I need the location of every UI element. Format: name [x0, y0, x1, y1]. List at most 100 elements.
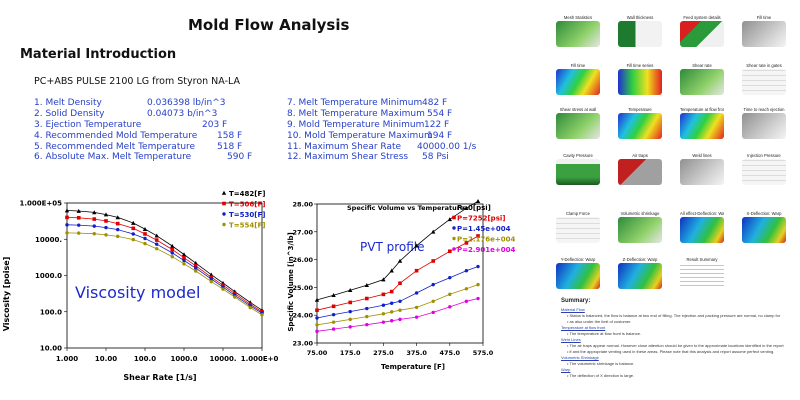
thumbnail-image — [556, 113, 600, 139]
report-thumbnail: Shear rate in gates — [742, 62, 786, 95]
summary-heading[interactable]: Material Flow — [561, 307, 585, 312]
data-point — [448, 249, 452, 254]
thumbnail-caption: Clamp Force — [566, 211, 590, 216]
property-label: 2. Solid Density — [34, 108, 105, 119]
data-point — [431, 229, 436, 234]
legend-label: P=0[psi] — [457, 204, 491, 212]
data-point — [131, 237, 135, 242]
report-thumbnail: Z-Deflection: Warp — [618, 256, 662, 289]
series-line — [316, 266, 479, 319]
data-point — [222, 201, 226, 206]
data-point — [260, 313, 264, 317]
data-point — [365, 322, 369, 327]
data-point — [65, 215, 69, 220]
property-value: 0.04073 b/in^3 — [147, 108, 218, 119]
summary-heading[interactable]: Weld Lines — [561, 337, 581, 342]
x-axis-label: Temperature [F] — [381, 363, 445, 371]
property-row: 1. Melt Density 0.036398 lb/in^3 — [34, 98, 284, 109]
data-point — [232, 291, 237, 296]
data-point — [348, 309, 352, 314]
summary-text: Material Flow • Status is balanced, the f… — [561, 307, 796, 379]
data-point — [170, 251, 174, 255]
report-thumbnail-panel: Mesh Statistics Wall thickness Feed system… — [548, 0, 800, 400]
data-point — [103, 212, 109, 217]
data-point — [182, 258, 186, 263]
report-thumbnail: Air traps — [618, 152, 662, 185]
y-tick-label: 1.000E+05 — [19, 200, 62, 208]
report-thumbnail: Result Summary — [680, 256, 724, 289]
data-point — [365, 296, 369, 301]
y-tick-label: 23.00 — [292, 340, 313, 348]
property-label: 12. Maximum Shear Stress — [287, 152, 409, 163]
summary-item: • The volumetric shrinkage is balance. — [567, 361, 635, 366]
property-label: 8. Melt Temperature Maximum — [287, 108, 425, 119]
report-thumbnail: Temperature at flow front — [680, 106, 724, 139]
thumbnail-image — [556, 21, 600, 47]
summary-heading[interactable]: Warp — [561, 367, 571, 372]
report-thumbnail: Fill time — [556, 62, 600, 95]
report-thumbnail: Fill time series — [618, 62, 662, 95]
data-point — [222, 222, 226, 227]
data-point — [475, 199, 481, 204]
chart-annotation: PVT profile — [360, 240, 425, 254]
property-label: 7. Melt Temperature Minimum — [287, 98, 423, 108]
thumbnail-caption: Z-Deflection: Warp — [622, 257, 658, 262]
data-point — [398, 308, 402, 312]
x-tick-label: 1.000E+05 — [241, 355, 278, 363]
data-point — [221, 190, 227, 195]
data-point — [155, 246, 159, 251]
thumbnail-caption: Time to reach ejection — [743, 107, 785, 112]
legend-label: P=1.45e+004 — [457, 225, 511, 233]
data-point — [209, 279, 213, 284]
thumbnail-caption: Feed system details — [683, 15, 721, 20]
data-point — [331, 304, 336, 309]
data-point — [116, 234, 120, 239]
thumbnail-caption: Wall thickness — [626, 15, 654, 20]
property-row: 3. Ejection Temperature 203 F — [34, 120, 284, 131]
data-point — [414, 305, 419, 310]
data-point — [76, 208, 81, 213]
data-point — [348, 317, 352, 322]
data-point — [452, 247, 456, 251]
legend-label: T=530[F] — [229, 211, 265, 219]
data-point — [364, 282, 369, 287]
thumbnail-caption: Fill time series — [626, 63, 654, 68]
thumbnail-image — [618, 263, 662, 289]
data-point — [115, 221, 120, 226]
properties-left: 1. Melt Density 0.036398 lb/in^3 2. Solid… — [34, 98, 284, 163]
data-point — [92, 224, 96, 228]
data-point — [390, 310, 394, 314]
series-line — [66, 210, 263, 311]
property-value: 482 F — [422, 98, 448, 108]
report-thumbnail: Clamp Force — [556, 210, 600, 243]
summary-heading[interactable]: Volumetric Shrinkage — [561, 355, 599, 360]
y-tick-label: 100.0 — [40, 308, 62, 316]
y-axis-label: Viscosity [poise] — [2, 257, 11, 332]
x-tick-label: 75.00 — [307, 349, 328, 357]
data-point — [209, 277, 213, 281]
viscosity-chart: Viscosity model Shear Rate [1/s] Viscosi… — [2, 190, 278, 382]
data-point — [348, 300, 352, 305]
data-point — [452, 215, 456, 220]
report-thumbnail: Volumetric shrinkage — [618, 210, 662, 243]
y-tick-label: 1000.0 — [35, 272, 62, 280]
summary-heading[interactable]: Temperature at flow front — [561, 325, 606, 330]
thumbnail-caption: Fill time — [756, 15, 772, 20]
material-name: PC+ABS PULSE 2100 LG from Styron NA-LA — [34, 76, 241, 87]
data-point — [131, 226, 136, 231]
thumbnail-image — [556, 159, 600, 185]
property-value: 58 Psi — [422, 152, 449, 163]
data-point — [154, 238, 159, 242]
data-point — [221, 287, 225, 291]
data-point — [104, 225, 108, 230]
y-tick-label: 28.00 — [292, 201, 313, 209]
property-value: 158 F — [217, 130, 243, 141]
property-row: 6. Absolute Max. Melt Temperature 590 F — [34, 152, 284, 163]
property-value: 203 F — [202, 119, 228, 130]
thumbnail-caption: Volumetric shrinkage — [620, 211, 660, 216]
thumbnail-image — [556, 263, 600, 289]
data-point — [414, 268, 419, 273]
data-point — [447, 217, 452, 222]
report-thumbnail: All effect-Deflection: Warp — [680, 210, 724, 243]
property-label: 1. Melt Density — [34, 98, 102, 108]
